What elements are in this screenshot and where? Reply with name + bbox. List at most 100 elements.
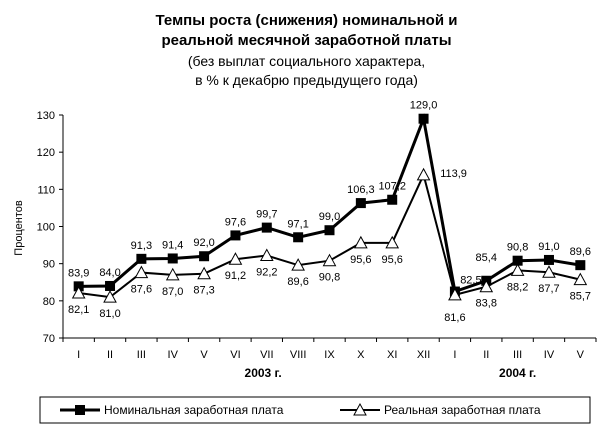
nominal-data-label: 106,3 — [347, 184, 375, 196]
real-data-label: 91,2 — [225, 270, 246, 282]
x-tick-label: II — [483, 349, 489, 361]
nominal-data-label: 97,6 — [225, 216, 246, 228]
nominal-marker — [136, 253, 147, 264]
nominal-data-label: 91,3 — [131, 240, 152, 252]
real-data-label: 88,2 — [507, 281, 528, 293]
y-axis-label: Процентов — [13, 200, 25, 256]
x-tick-label: VII — [260, 349, 273, 361]
real-marker — [228, 252, 243, 265]
real-marker — [71, 285, 86, 299]
nominal-marker — [418, 113, 429, 124]
real-marker — [322, 253, 337, 267]
nominal-marker — [355, 198, 366, 209]
nominal-data-label: 82,5 — [460, 275, 481, 287]
nominal-data-label: 91,4 — [162, 239, 183, 251]
x-tick-label: IV — [168, 349, 179, 361]
x-tick-label: X — [357, 349, 365, 361]
x-tick-label: XII — [417, 349, 430, 361]
real-marker — [291, 258, 305, 271]
nominal-marker — [387, 194, 398, 205]
y-tick-label: 130 — [37, 110, 55, 122]
year-label-2004: 2004 г. — [499, 366, 536, 380]
nominal-data-label: 83,9 — [68, 267, 89, 279]
nominal-marker — [512, 255, 523, 266]
y-tick-label: 70 — [43, 333, 55, 345]
nominal-data-label: 84,0 — [99, 267, 120, 279]
nominal-data-label: 97,1 — [287, 218, 308, 230]
x-tick-label: VIII — [290, 349, 307, 361]
real-marker — [103, 290, 117, 303]
real-marker — [510, 263, 525, 276]
nominal-marker — [543, 254, 554, 265]
real-data-label: 81,6 — [444, 312, 465, 324]
y-tick-label: 90 — [43, 259, 55, 271]
legend-label-real: Реальная заработная плата — [384, 403, 541, 417]
nominal-marker — [575, 260, 586, 271]
chart-title-line-2: реальной месячной заработной платы — [161, 32, 452, 49]
real-marker — [354, 235, 368, 249]
nominal-marker — [167, 253, 178, 264]
nominal-marker — [199, 251, 210, 262]
x-tick-label: IV — [544, 349, 555, 361]
legend-label-nominal: Номинальная заработная плата — [104, 403, 284, 417]
x-tick-label: I — [77, 349, 80, 361]
x-tick-label: V — [200, 349, 208, 361]
nominal-marker — [105, 280, 116, 291]
real-data-label: 95,6 — [381, 254, 402, 266]
real-marker — [197, 266, 211, 280]
y-tick-label: 120 — [37, 147, 55, 159]
real-data-label: 113,9 — [440, 168, 467, 180]
y-tick-label: 110 — [37, 184, 55, 196]
real-data-label: 90,8 — [319, 272, 340, 284]
legend-triangle-icon — [353, 402, 367, 416]
nominal-data-label: 90,8 — [507, 242, 528, 254]
x-tick-label: III — [513, 349, 522, 361]
nominal-data-label: 129,0 — [410, 100, 438, 112]
x-tick-label: III — [137, 349, 146, 361]
nominal-data-label: 89,6 — [570, 246, 591, 258]
chart-subtitle-line-2: в % к декабрю предыдущего года) — [195, 72, 418, 88]
real-data-label: 87,6 — [131, 284, 152, 296]
y-tick-label: 100 — [37, 222, 55, 234]
nominal-data-label: 91,0 — [538, 241, 559, 253]
real-data-label: 82,1 — [68, 304, 89, 316]
legend-square-icon — [75, 405, 85, 415]
real-marker — [385, 235, 400, 249]
real-data-label: 85,7 — [570, 291, 591, 303]
nominal-marker — [230, 230, 241, 241]
real-marker — [542, 265, 556, 278]
x-tick-label: VI — [230, 349, 240, 361]
real-marker — [134, 265, 149, 279]
real-marker — [416, 167, 431, 181]
x-tick-label: V — [577, 349, 585, 361]
real-marker — [448, 287, 462, 301]
real-marker — [165, 267, 180, 281]
real-data-label: 87,0 — [162, 286, 183, 298]
nominal-data-label: 107,2 — [378, 181, 406, 193]
x-tick-label: II — [107, 349, 113, 361]
chart-subtitle-line-1: (без выплат социального характера, — [187, 53, 426, 69]
nominal-data-label: 92,0 — [193, 237, 214, 249]
real-marker — [259, 248, 274, 261]
real-data-label: 83,8 — [476, 298, 497, 310]
x-tick-label: I — [453, 349, 456, 361]
real-data-label: 87,3 — [193, 285, 214, 297]
x-tick-label: XI — [387, 349, 397, 361]
nominal-marker — [261, 222, 272, 233]
legend — [39, 396, 591, 424]
real-data-label: 81,0 — [99, 308, 120, 320]
real-data-label: 89,6 — [287, 276, 308, 288]
nominal-data-label: 85,4 — [476, 252, 497, 264]
real-data-label: 92,2 — [256, 266, 277, 278]
real-data-label: 87,7 — [538, 283, 559, 295]
real-data-label: 95,6 — [350, 254, 371, 266]
nominal-marker — [324, 225, 335, 236]
y-tick-label: 80 — [43, 296, 55, 308]
nominal-marker — [293, 232, 304, 243]
x-tick-label: IX — [324, 349, 335, 361]
nominal-data-label: 99,0 — [319, 211, 340, 223]
real-marker — [573, 272, 588, 286]
real-marker — [479, 279, 494, 293]
